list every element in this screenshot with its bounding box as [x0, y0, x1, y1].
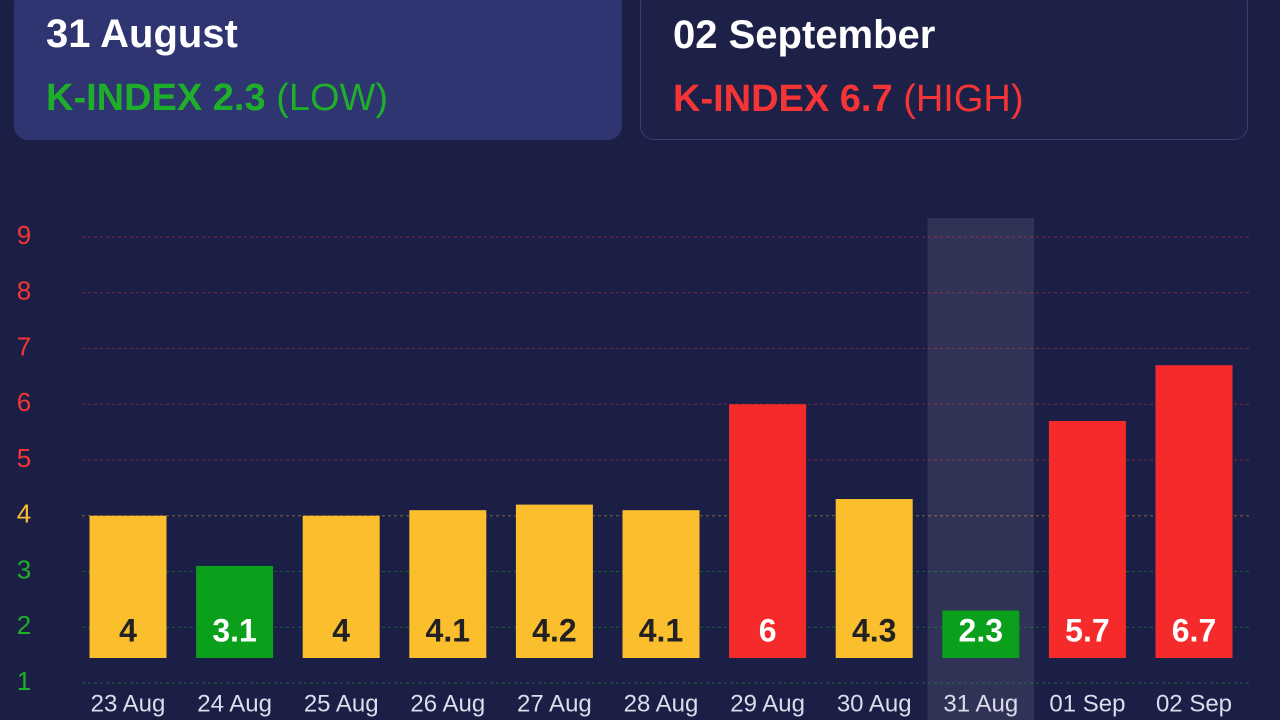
- value-label: 4: [332, 612, 350, 648]
- y-tick-label: 7: [17, 331, 31, 361]
- x-tick-label: 29 Aug: [730, 690, 805, 717]
- value-label: 4.2: [532, 612, 576, 648]
- bar: [302, 515, 380, 658]
- bar: [1048, 420, 1126, 658]
- index: K-INDEX 6.7: [673, 78, 893, 120]
- value-label: 5.7: [1065, 612, 1109, 648]
- level: (LOW): [276, 77, 389, 119]
- bar: [622, 510, 700, 658]
- card: 31 August K-INDEX 2.3 (LOW): [14, 0, 622, 140]
- x-tick-label: 31 Aug: [943, 690, 1018, 717]
- bar: [835, 499, 913, 658]
- bar: [409, 510, 487, 658]
- value-label: 4.1: [639, 612, 683, 648]
- bar: [1155, 365, 1233, 658]
- bar: [729, 404, 807, 658]
- y-tick-label: 8: [17, 276, 31, 306]
- y-tick-label: 3: [17, 554, 31, 584]
- value-label: 3.1: [212, 612, 256, 648]
- card-index: K-INDEX 6.7 (HIGH): [673, 78, 1215, 121]
- x-tick-label: 01 Sep: [1049, 690, 1125, 717]
- bar: [515, 504, 593, 658]
- bar: [942, 610, 1020, 658]
- x-tick-label: 30 Aug: [837, 690, 912, 717]
- x-tick-label: 23 Aug: [91, 690, 166, 717]
- card-date: 02 September: [673, 13, 936, 57]
- x-tick-label: 26 Aug: [410, 690, 485, 717]
- value-label: 6.7: [1172, 612, 1216, 648]
- y-tick-label: 6: [17, 387, 31, 417]
- y-tick-label: 1: [17, 666, 31, 696]
- y-tick-label: 5: [17, 443, 31, 473]
- value-label: 4: [119, 612, 137, 648]
- x-tick-label: 28 Aug: [624, 690, 699, 717]
- y-tick-label: 2: [17, 610, 31, 640]
- level: (HIGH): [903, 78, 1024, 120]
- x-tick-label: 25 Aug: [304, 690, 379, 717]
- y-tick-label: 9: [17, 220, 31, 250]
- bar: [89, 515, 167, 658]
- card-date: 31 August: [46, 12, 238, 56]
- x-tick-label: 24 Aug: [197, 690, 272, 717]
- index: K-INDEX 2.3: [46, 77, 266, 119]
- bar: [196, 565, 274, 658]
- value-label: 6: [759, 612, 777, 648]
- x-tick-label: 02 Sep: [1156, 690, 1232, 717]
- value-label: 2.3: [959, 612, 1003, 648]
- card-index: K-INDEX 2.3 (LOW): [46, 77, 590, 120]
- y-tick-label: 4: [17, 499, 31, 529]
- value-label: 4.3: [852, 612, 896, 648]
- x-tick-label: 27 Aug: [517, 690, 592, 717]
- value-label: 4.1: [426, 612, 470, 648]
- card: 02 September K-INDEX 6.7 (HIGH): [640, 0, 1248, 140]
